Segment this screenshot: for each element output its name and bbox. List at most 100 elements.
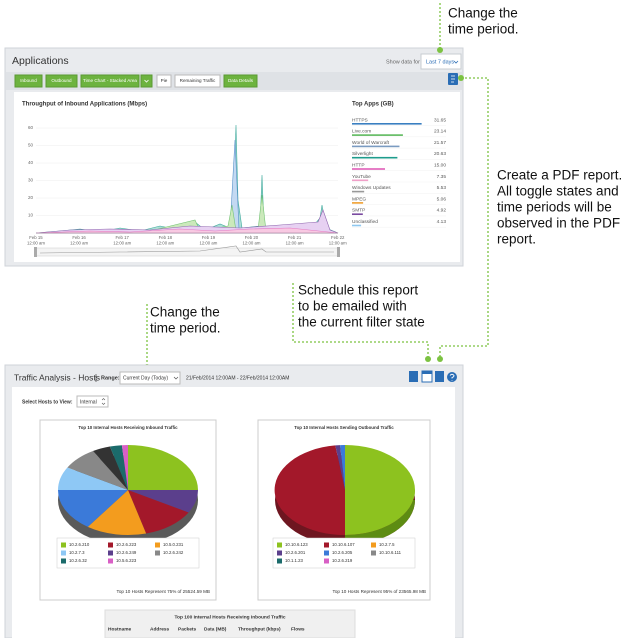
y-tick-label: 40 (28, 160, 34, 165)
range-dates: 21/Feb/2014 12:00AM - 22/Feb/2014 12:00A… (186, 375, 289, 381)
app-value: 7.35 (437, 174, 447, 180)
help-icon[interactable] (447, 372, 457, 382)
app-bar (352, 202, 364, 204)
label: Select Hosts to View: (22, 399, 73, 405)
toggle-button[interactable] (174, 74, 221, 88)
user-icon[interactable] (409, 371, 418, 382)
x-tick-date: Feb 16 (72, 235, 86, 240)
legend-box (56, 537, 200, 569)
y-axis: 60 50 40 30 20 10 (28, 125, 338, 218)
x-tick-date: Feb 22 (331, 235, 345, 240)
annotation-line: report. (497, 232, 536, 247)
calendar-top (422, 371, 432, 374)
hosts-select[interactable] (76, 395, 109, 408)
app-bar (352, 156, 398, 159)
app-bar (352, 213, 363, 215)
app-name: MPEG (352, 196, 366, 202)
callout-dot (437, 47, 443, 53)
toggle-label: Pie (161, 78, 168, 83)
annotation-line: Change the (150, 305, 220, 320)
legend-label: 10.2.6.249 (116, 550, 137, 555)
x-tick-date: Feb 21 (288, 235, 302, 240)
pie (274, 444, 415, 545)
toggle-button[interactable] (14, 74, 43, 88)
slider-handle[interactable] (337, 247, 340, 257)
x-tick-date: Feb 17 (116, 235, 130, 240)
slice (93, 446, 128, 490)
legend-label: 10.2.6.32 (69, 558, 88, 563)
annotation-line: All toggle states and (497, 184, 619, 199)
toggle-button[interactable] (223, 74, 258, 88)
toggle-button[interactable] (80, 74, 140, 88)
legend-label: 10.2.6.201 (285, 550, 306, 555)
app-name: Windows Updates (352, 185, 391, 191)
slice (128, 490, 189, 534)
legend-swatch (61, 550, 66, 556)
slice (109, 445, 128, 490)
app-name: HTTPS (352, 117, 368, 123)
pdf-icon[interactable] (435, 371, 444, 382)
annotation-line: time periods will be (497, 200, 612, 215)
legend-label: 10.5.6.223 (116, 558, 137, 563)
column-header: Address (150, 626, 170, 632)
app-value: 4.92 (437, 208, 447, 214)
chart-title: Throughput of Inbound Applications (Mbps… (22, 102, 147, 108)
pie (57, 445, 198, 545)
column-header: Throughput (kbps) (238, 626, 281, 632)
callout-dot (437, 356, 443, 362)
toolbar-icons (409, 370, 457, 383)
toggle-label: Remaining Traffic (180, 78, 216, 83)
annotation-line: observed in the PDF (497, 216, 620, 231)
label: Show data for (386, 59, 420, 65)
legend-swatch (277, 550, 282, 556)
table-title: Top 100 Internal Hosts Receiving Inbound… (174, 614, 285, 620)
panel-title: Applications (12, 55, 69, 67)
x-tick-date: Feb 18 (159, 235, 173, 240)
legend-swatch (324, 558, 329, 564)
chart-footer: Top 10 Hosts Represent 95% of 23565.98 M… (333, 589, 426, 594)
column-header: Hostname (108, 626, 132, 632)
app-value: 15.00 (434, 162, 446, 168)
chevron (144, 79, 149, 83)
app-value: 5.06 (437, 196, 447, 202)
range-value: Current Day (Today) (123, 375, 168, 381)
annotation: Create a PDF report.All toggle states an… (497, 168, 622, 247)
legend-swatch (61, 542, 66, 548)
app-value: 5.53 (437, 185, 447, 191)
slider-handle[interactable] (34, 247, 37, 257)
legend-swatch (277, 558, 282, 564)
label: Range: (101, 375, 120, 381)
app-bar (352, 145, 400, 148)
x-tick-time: 12:00 am (70, 241, 88, 246)
x-tick-time: 12:00 am (27, 241, 45, 246)
list-title: Top Apps (GB) (352, 102, 394, 108)
legend-label: 10.2.7.3 (69, 550, 85, 555)
range-select[interactable] (119, 371, 181, 385)
chart-footer: Top 10 Hosts Represent 75% of 25524.59 M… (117, 589, 210, 594)
panel-title: Traffic Analysis - Hosts (14, 372, 100, 382)
legend-swatch (324, 550, 329, 556)
app-bar (352, 134, 403, 136)
toggle-button[interactable] (156, 74, 172, 88)
app-name: YouTube (352, 174, 371, 180)
top-apps: HTTPS 31.65 Live.com 23.14 World of Warcraft… (352, 117, 447, 228)
area (35, 209, 339, 234)
legend-swatch (61, 558, 66, 564)
slice (67, 451, 128, 490)
legend-swatch (371, 550, 376, 556)
legend-label: 10.5.0.231 (163, 542, 184, 547)
dropdown-button[interactable] (140, 74, 153, 88)
x-tick-date: Feb 15 (29, 235, 43, 240)
legend-swatch (108, 542, 113, 548)
slice (128, 490, 198, 513)
slider-trace (39, 245, 334, 254)
period-select[interactable] (420, 53, 462, 70)
toggle-label: Time Chart - Stacked Area (83, 78, 137, 83)
app-value: 23.14 (434, 129, 446, 135)
toggle-button[interactable] (45, 74, 78, 88)
app-name: Silverlight (352, 151, 373, 157)
legend-swatch (108, 550, 113, 556)
